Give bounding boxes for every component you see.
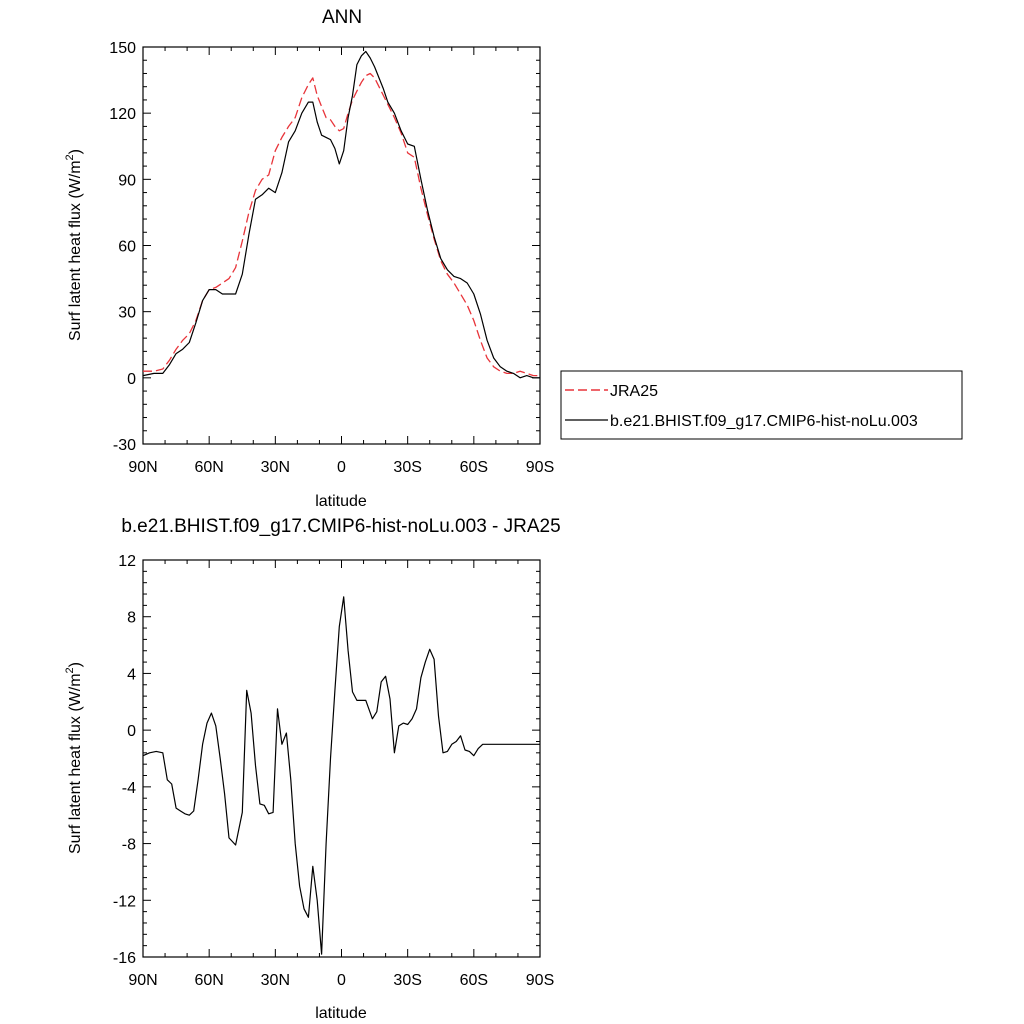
bottom-ytick-label: -8 bbox=[122, 837, 136, 854]
bottom-y-ticks: -16 -12 -8 -4 0 4 8 12 bbox=[113, 553, 540, 967]
legend: JRA25 b.e21.BHIST.f09_g17.CMIP6-hist-noL… bbox=[560, 370, 963, 440]
bottom-y-axis-label-close: ) bbox=[67, 662, 84, 667]
bottom-y-axis-label-sup: 2 bbox=[64, 667, 76, 673]
bottom-ytick-label: 4 bbox=[127, 666, 136, 683]
bottom-x-ticks: 90N 60N 30N 0 30S 60S 90S bbox=[128, 560, 554, 989]
top-ytick-label: 90 bbox=[118, 172, 136, 189]
legend-label-jra25: JRA25 bbox=[610, 383, 658, 400]
top-xtick-label: 30N bbox=[261, 459, 290, 476]
bottom-chart-title: b.e21.BHIST.f09_g17.CMIP6-hist-noLu.003 … bbox=[121, 516, 560, 537]
top-x-ticks: 90N 60N 30N 0 30S 60S 90S bbox=[128, 47, 554, 476]
bottom-xtick-label: 30S bbox=[393, 972, 421, 989]
top-ytick-label: -30 bbox=[113, 437, 136, 454]
bottom-series-line-0 bbox=[142, 596, 540, 955]
bottom-y-axis-label: Surf latent heat flux (W/m2) bbox=[64, 662, 84, 854]
bottom-ytick-label: -4 bbox=[122, 780, 136, 797]
bottom-plot-frame bbox=[142, 559, 541, 958]
top-y-axis-label-main: Surf latent heat flux (W/m bbox=[67, 160, 84, 341]
top-ytick-label: 60 bbox=[118, 239, 136, 256]
top-xtick-label: 60N bbox=[194, 459, 223, 476]
top-y-ticks: -30 0 30 60 90 120 150 bbox=[109, 40, 540, 454]
top-xtick-label: 90N bbox=[128, 459, 157, 476]
top-ytick-label: 0 bbox=[127, 371, 136, 388]
bottom-xtick-label: 60N bbox=[194, 972, 223, 989]
top-y-axis-label: Surf latent heat flux (W/m2) bbox=[64, 149, 84, 341]
bottom-ytick-label: -16 bbox=[113, 950, 136, 967]
top-ytick-label: 30 bbox=[118, 305, 136, 322]
bottom-ytick-label: -12 bbox=[113, 893, 136, 910]
top-series-line-1 bbox=[142, 50, 540, 379]
bottom-xtick-label: 90N bbox=[128, 972, 157, 989]
bottom-ytick-label: 8 bbox=[127, 610, 136, 627]
top-y-axis-label-close: ) bbox=[67, 149, 84, 154]
top-series-line-0 bbox=[143, 72, 540, 377]
bottom-xtick-label: 60S bbox=[460, 972, 488, 989]
top-ytick-label: 150 bbox=[109, 40, 136, 57]
legend-frame bbox=[560, 370, 963, 440]
top-xtick-label: 0 bbox=[337, 459, 346, 476]
bottom-xtick-label: 90S bbox=[526, 972, 554, 989]
bottom-ytick-label: 0 bbox=[127, 723, 136, 740]
top-plot-frame bbox=[142, 46, 541, 445]
top-y-axis-label-sup: 2 bbox=[64, 154, 76, 160]
bottom-series-lines bbox=[142, 596, 540, 955]
top-x-axis-label: latitude bbox=[315, 493, 367, 510]
top-xtick-label: 60S bbox=[460, 459, 488, 476]
bottom-xtick-label: 0 bbox=[337, 972, 346, 989]
bottom-xtick-label: 30N bbox=[261, 972, 290, 989]
top-ytick-label: 120 bbox=[109, 106, 136, 123]
bottom-panel: b.e21.BHIST.f09_g17.CMIP6-hist-noLu.003 … bbox=[64, 516, 561, 1022]
top-series-lines bbox=[142, 50, 540, 379]
legend-label-model: b.e21.BHIST.f09_g17.CMIP6-hist-noLu.003 bbox=[610, 413, 918, 430]
top-xtick-label: 90S bbox=[526, 459, 554, 476]
bottom-x-axis-label: latitude bbox=[315, 1005, 367, 1022]
top-panel: ANN -30 0 30 60 90 120 150 90N 60N 30N 0 30S 60S 90S… bbox=[64, 7, 554, 510]
top-xtick-label: 30S bbox=[393, 459, 421, 476]
bottom-ytick-label: 12 bbox=[118, 553, 136, 570]
bottom-y-axis-label-main: Surf latent heat flux (W/m bbox=[67, 673, 84, 854]
top-chart-title: ANN bbox=[322, 7, 362, 28]
